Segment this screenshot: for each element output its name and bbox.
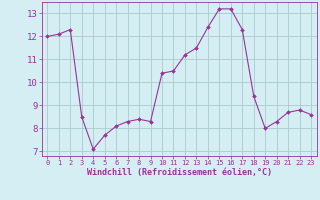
- X-axis label: Windchill (Refroidissement éolien,°C): Windchill (Refroidissement éolien,°C): [87, 168, 272, 177]
